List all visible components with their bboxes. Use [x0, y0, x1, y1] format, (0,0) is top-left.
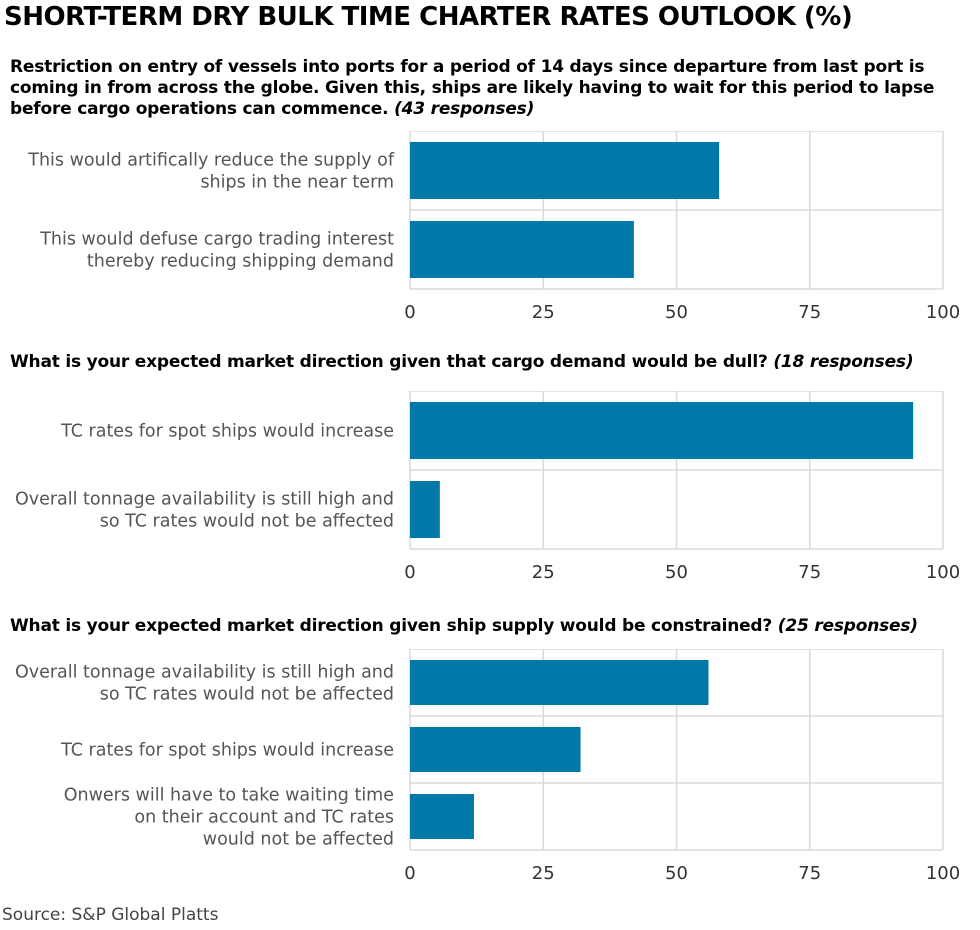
tick-label: 50 — [665, 863, 688, 884]
tick-label: 0 — [404, 302, 415, 323]
tick-label: 0 — [404, 562, 415, 583]
chart1-responses: (43 responses) — [394, 99, 535, 119]
source-note: Source: S&P Global Platts — [2, 905, 219, 925]
chart1-question-text: Restriction on entry of vessels into por… — [10, 57, 935, 119]
chart2-plot: TC rates for spot ships would increase Ov… — [15, 391, 960, 583]
category-label: Overall tonnage availability is still hi… — [15, 490, 394, 532]
tick-label: 75 — [798, 863, 821, 884]
category-label: TC rates for spot ships would increase — [60, 422, 394, 442]
chart2-responses: (18 responses) — [773, 352, 914, 372]
tick-label: 75 — [798, 562, 821, 583]
tick-label: 0 — [404, 863, 415, 884]
chart3-responses: (25 responses) — [777, 616, 918, 636]
tick-label: 100 — [926, 302, 960, 323]
category-label: This would defuse cargo trading interest… — [39, 230, 394, 272]
chart3-plot: Overall tonnage availability is still hi… — [15, 649, 960, 884]
bar — [410, 142, 720, 199]
bar — [410, 221, 634, 278]
category-label: This would artifically reduce the supply… — [27, 151, 395, 193]
bar — [410, 481, 440, 538]
category-label: Overall tonnage availability is still hi… — [15, 663, 394, 705]
tick-label: 50 — [665, 302, 688, 323]
category-label: TC rates for spot ships would increase — [60, 741, 394, 761]
category-label: Onwers will have to take waiting time on … — [64, 786, 394, 850]
chart1-question: Restriction on entry of vessels into por… — [10, 57, 960, 120]
bar — [410, 660, 709, 705]
chart1-plot: This would artifically reduce the supply… — [27, 131, 960, 323]
chart3-question: What is your expected market direction g… — [10, 616, 960, 637]
tick-label: 75 — [798, 302, 821, 323]
tick-label: 50 — [665, 562, 688, 583]
tick-label: 100 — [926, 562, 960, 583]
tick-label: 100 — [926, 863, 960, 884]
bar — [410, 794, 474, 839]
tick-label: 25 — [532, 562, 555, 583]
chart-main-title: SHORT-TERM DRY BULK TIME CHARTER RATES O… — [4, 2, 853, 32]
tick-label: 25 — [532, 302, 555, 323]
bar — [410, 727, 581, 772]
chart2-question: What is your expected market direction g… — [10, 352, 960, 373]
chart2-question-text: What is your expected market direction g… — [10, 352, 768, 372]
bar — [410, 402, 914, 459]
chart3-question-text: What is your expected market direction g… — [10, 616, 773, 636]
tick-label: 25 — [532, 863, 555, 884]
